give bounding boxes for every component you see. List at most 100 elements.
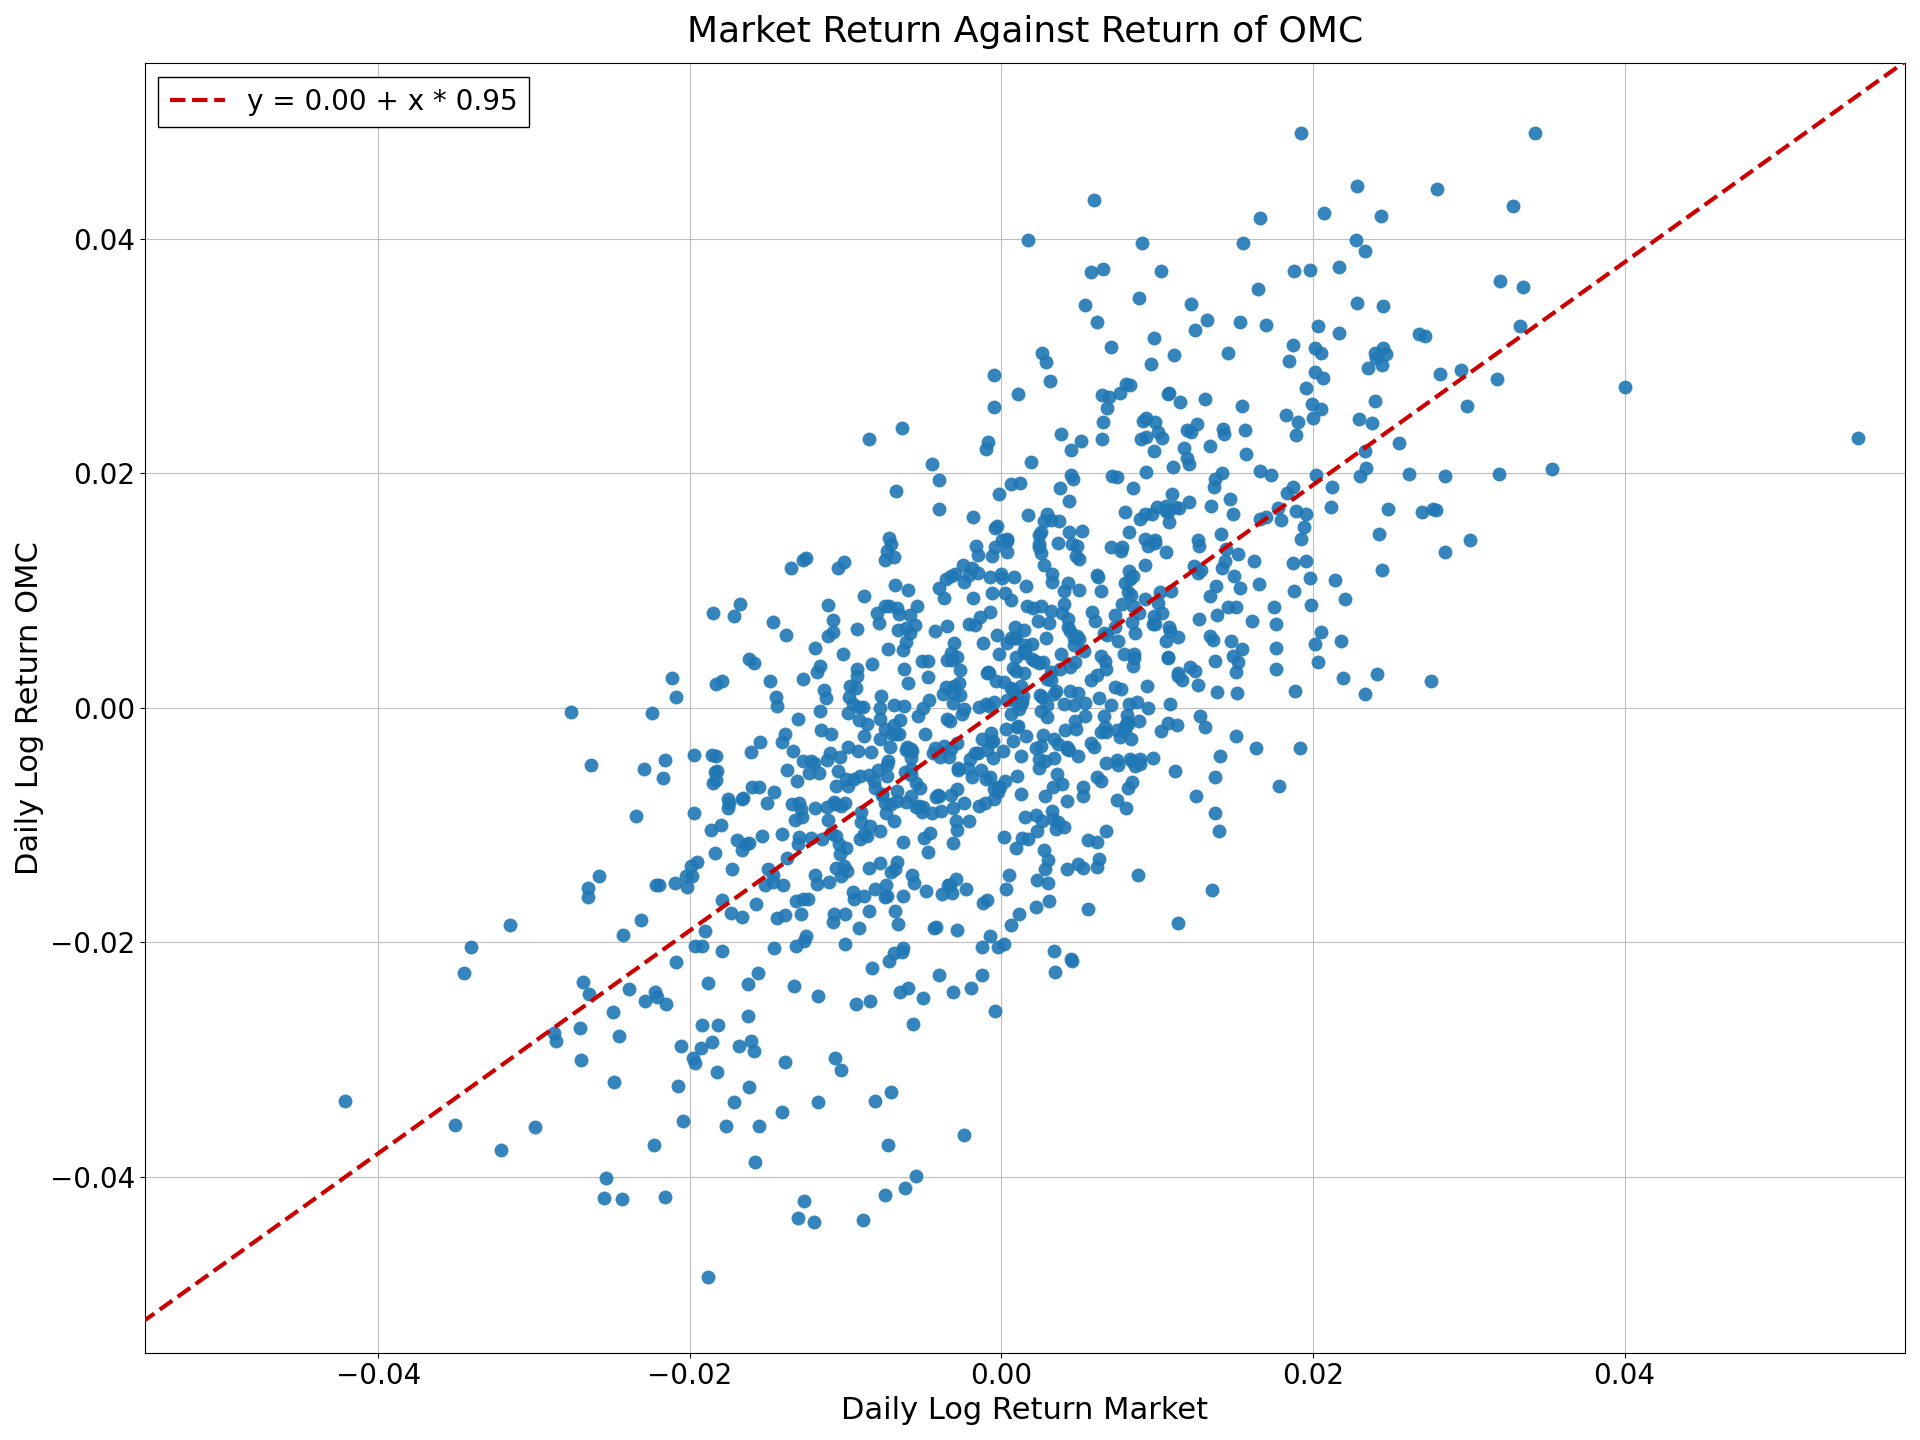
Point bbox=[1131, 674, 1162, 697]
Point bbox=[977, 730, 1008, 753]
Point bbox=[837, 693, 868, 716]
Point bbox=[843, 740, 874, 763]
Point bbox=[1281, 423, 1311, 446]
Point bbox=[1367, 294, 1398, 317]
Point bbox=[1100, 675, 1131, 698]
Point bbox=[812, 749, 843, 772]
Point bbox=[1165, 390, 1196, 413]
Point bbox=[1152, 501, 1183, 524]
Point bbox=[899, 873, 929, 896]
Point bbox=[1102, 789, 1133, 812]
Point bbox=[703, 1014, 733, 1037]
Point bbox=[603, 1025, 634, 1048]
Point bbox=[787, 668, 818, 691]
Point bbox=[1004, 698, 1035, 721]
Point bbox=[1050, 719, 1081, 742]
Point bbox=[1052, 608, 1083, 631]
Point bbox=[1227, 395, 1258, 418]
Point bbox=[753, 858, 783, 881]
Point bbox=[1117, 770, 1148, 793]
Point bbox=[1010, 724, 1041, 747]
Point bbox=[872, 539, 902, 562]
Point bbox=[983, 642, 1014, 665]
Point bbox=[1106, 677, 1137, 700]
Point bbox=[781, 832, 812, 855]
Point bbox=[918, 917, 948, 940]
Point bbox=[1156, 619, 1187, 642]
Point bbox=[1064, 579, 1094, 602]
Point bbox=[1037, 563, 1068, 586]
Point bbox=[1089, 622, 1119, 645]
Point bbox=[958, 586, 989, 609]
Point bbox=[833, 685, 864, 708]
Point bbox=[1354, 356, 1384, 379]
Point bbox=[1179, 660, 1210, 683]
Point bbox=[879, 694, 910, 717]
Point bbox=[1223, 651, 1254, 674]
Point bbox=[889, 760, 920, 783]
Point bbox=[1325, 629, 1356, 652]
Point bbox=[1127, 410, 1158, 433]
Point bbox=[983, 936, 1014, 959]
Point bbox=[1162, 912, 1192, 935]
Point bbox=[979, 788, 1010, 811]
Point bbox=[1056, 533, 1087, 556]
Point bbox=[950, 877, 981, 900]
Point bbox=[1200, 649, 1231, 672]
Point bbox=[649, 1185, 680, 1208]
Point bbox=[1181, 413, 1212, 436]
Point bbox=[954, 563, 985, 586]
Point bbox=[962, 562, 993, 585]
Point bbox=[678, 743, 708, 766]
Point bbox=[1117, 595, 1148, 618]
Point bbox=[831, 768, 862, 791]
Point bbox=[1110, 501, 1140, 524]
Point bbox=[799, 636, 829, 660]
Point bbox=[1035, 599, 1066, 622]
Point bbox=[1110, 572, 1140, 595]
Point bbox=[1137, 612, 1167, 635]
Point bbox=[1271, 403, 1302, 426]
Point bbox=[672, 876, 703, 899]
Point bbox=[1154, 616, 1185, 639]
Point bbox=[935, 564, 966, 588]
Point bbox=[801, 864, 831, 887]
Point bbox=[1117, 750, 1148, 773]
Point bbox=[1300, 336, 1331, 359]
Point bbox=[1104, 726, 1135, 749]
Point bbox=[941, 778, 972, 801]
Point bbox=[874, 949, 904, 972]
Point bbox=[954, 747, 985, 770]
Point bbox=[693, 1266, 724, 1289]
Point bbox=[440, 1113, 470, 1136]
Point bbox=[1194, 625, 1225, 648]
Point bbox=[1064, 547, 1094, 570]
Point bbox=[687, 1014, 718, 1037]
Point bbox=[960, 534, 991, 557]
Point bbox=[1033, 871, 1064, 894]
Point bbox=[1135, 353, 1165, 376]
Point bbox=[1087, 769, 1117, 792]
Point bbox=[697, 600, 728, 624]
Point bbox=[1027, 723, 1058, 746]
Point bbox=[872, 765, 902, 788]
Point bbox=[1102, 465, 1133, 488]
Point bbox=[1056, 655, 1087, 678]
Point bbox=[1350, 683, 1380, 706]
Point bbox=[1060, 651, 1091, 674]
Point bbox=[945, 658, 975, 681]
Point bbox=[1240, 737, 1271, 760]
Point bbox=[1106, 536, 1137, 559]
Point bbox=[958, 505, 989, 528]
Point bbox=[1064, 628, 1094, 651]
Point bbox=[639, 1133, 670, 1156]
Point bbox=[1119, 622, 1150, 645]
Point bbox=[1043, 531, 1073, 554]
Point bbox=[1129, 503, 1160, 526]
Point bbox=[924, 497, 954, 520]
Point bbox=[824, 832, 854, 855]
Point bbox=[895, 785, 925, 808]
Point bbox=[804, 700, 835, 723]
Point bbox=[668, 1109, 699, 1132]
Point bbox=[879, 546, 910, 569]
